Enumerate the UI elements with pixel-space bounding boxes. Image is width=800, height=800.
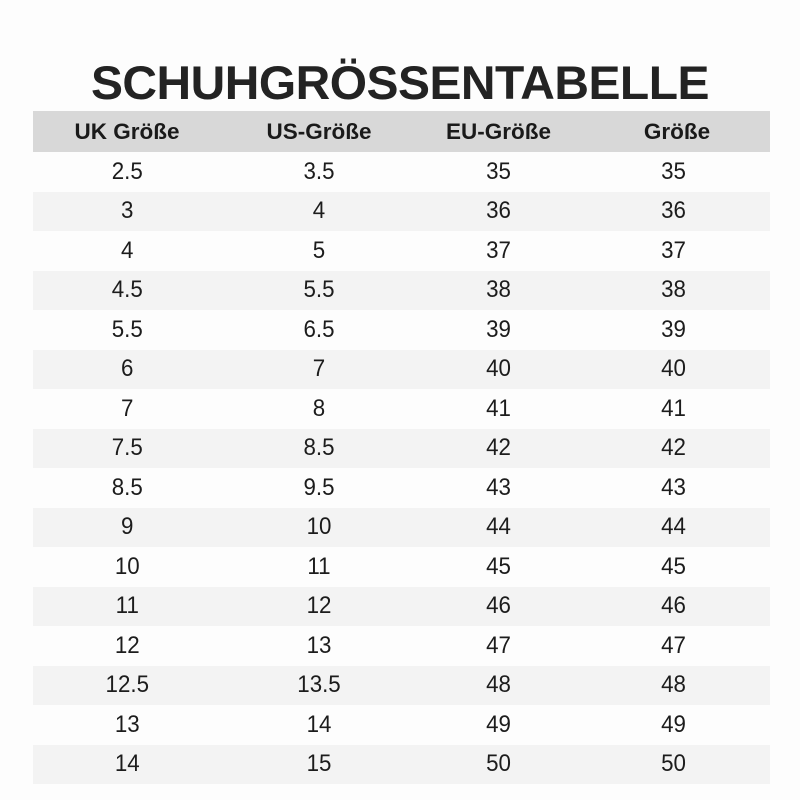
column-header-size: Größe <box>643 118 711 144</box>
cell-us: 11 <box>307 552 331 580</box>
cell-eu: 38 <box>486 276 511 304</box>
cell-eu: 49 <box>486 710 511 738</box>
cell-size: 47 <box>661 631 686 659</box>
table-row: 9 10 44 44 <box>33 507 770 547</box>
cell-us: 9.5 <box>303 473 335 501</box>
cell-eu: 45 <box>486 552 511 580</box>
table-row: 6 7 40 40 <box>33 349 770 389</box>
cell-uk: 11 <box>115 592 139 620</box>
cell-uk: 5.5 <box>111 315 143 343</box>
cell-size: 38 <box>661 276 686 304</box>
cell-us: 5.5 <box>303 276 335 304</box>
cell-us: 14 <box>306 710 332 738</box>
cell-eu: 43 <box>486 473 511 501</box>
cell-uk: 3 <box>121 197 134 225</box>
cell-us: 15 <box>306 750 332 778</box>
cell-us: 7 <box>312 355 326 383</box>
cell-eu: 42 <box>486 434 511 462</box>
cell-eu: 44 <box>486 513 511 541</box>
cell-uk: 4 <box>121 236 134 264</box>
cell-uk: 8.5 <box>111 473 143 501</box>
cell-uk: 7 <box>121 394 134 422</box>
cell-size: 43 <box>661 473 686 501</box>
cell-size: 50 <box>661 750 686 778</box>
table-row: 7 8 41 41 <box>33 389 770 429</box>
cell-uk: 14 <box>114 750 140 778</box>
cell-size: 45 <box>661 552 686 580</box>
cell-eu: 41 <box>486 394 511 422</box>
cell-uk: 12 <box>114 631 140 659</box>
table-row: 4.5 5.5 38 38 <box>33 270 770 310</box>
cell-uk: 6 <box>121 355 134 383</box>
cell-us: 12 <box>306 592 332 620</box>
table-header: UK Größe US-Größe EU-Größe Größe <box>33 111 770 152</box>
cell-uk: 4.5 <box>111 276 143 304</box>
cell-eu: 46 <box>486 592 511 620</box>
table-body: 2.5 3.5 35 35 3 4 36 36 4 5 37 37 4.5 5.5 38 38 5.5 6.5 39… <box>33 152 770 784</box>
cell-eu: 40 <box>486 355 511 383</box>
cell-uk: 9 <box>121 513 134 541</box>
cell-uk: 10 <box>114 552 140 580</box>
cell-us: 3.5 <box>303 157 335 185</box>
column-header-us: US-Größe <box>266 118 372 144</box>
table-row: 12 13 47 47 <box>33 626 770 666</box>
cell-uk: 2.5 <box>111 157 143 185</box>
cell-us: 4 <box>312 197 326 225</box>
cell-size: 37 <box>661 236 686 264</box>
table-row: 13 14 49 49 <box>33 705 770 745</box>
cell-uk: 13 <box>114 710 140 738</box>
cell-eu: 50 <box>486 750 511 778</box>
table-row: 8.5 9.5 43 43 <box>33 468 770 508</box>
cell-size: 48 <box>661 671 686 699</box>
table-row: 12.5 13.5 48 48 <box>33 665 770 705</box>
table-row: 2.5 3.5 35 35 <box>33 152 770 192</box>
page-title-container: SCHUHGRÖSSENTABELLE <box>0 26 800 141</box>
cell-eu: 47 <box>486 631 511 659</box>
table-row: 7.5 8.5 42 42 <box>33 428 770 468</box>
shoe-size-table-container: UK Größe US-Größe EU-Größe Größe 2.5 3.5 3… <box>33 111 770 784</box>
cell-size: 35 <box>661 157 686 185</box>
cell-size: 49 <box>661 710 686 738</box>
shoe-size-table: UK Größe US-Größe EU-Größe Größe 2.5 3.5 3… <box>33 111 770 784</box>
table-row: 14 15 50 50 <box>33 744 770 784</box>
table-header-row: UK Größe US-Größe EU-Größe Größe <box>33 111 770 152</box>
cell-size: 39 <box>661 315 686 343</box>
cell-size: 41 <box>661 394 686 422</box>
cell-size: 40 <box>661 355 686 383</box>
cell-uk: 12.5 <box>105 671 150 699</box>
cell-us: 13.5 <box>297 671 341 699</box>
cell-us: 8 <box>312 394 326 422</box>
cell-uk: 7.5 <box>111 434 143 462</box>
cell-size: 42 <box>661 434 686 462</box>
cell-size: 44 <box>661 513 686 541</box>
page-title: SCHUHGRÖSSENTABELLE <box>90 56 710 110</box>
table-row: 11 12 46 46 <box>33 586 770 626</box>
cell-size: 36 <box>661 197 686 225</box>
cell-eu: 48 <box>486 671 511 699</box>
cell-eu: 37 <box>486 236 511 264</box>
cell-eu: 36 <box>486 197 511 225</box>
table-row: 5.5 6.5 39 39 <box>33 310 770 350</box>
cell-us: 5 <box>312 236 326 264</box>
cell-us: 6.5 <box>303 315 335 343</box>
table-row: 4 5 37 37 <box>33 231 770 271</box>
table-row: 3 4 36 36 <box>33 191 770 231</box>
column-header-eu: EU-Größe <box>445 118 551 144</box>
cell-eu: 35 <box>486 157 511 185</box>
cell-us: 8.5 <box>303 434 335 462</box>
cell-eu: 39 <box>486 315 511 343</box>
cell-us: 13 <box>306 631 332 659</box>
cell-size: 46 <box>661 592 686 620</box>
cell-us: 10 <box>306 513 332 541</box>
table-row: 10 11 45 45 <box>33 547 770 587</box>
column-header-uk: UK Größe <box>74 118 180 144</box>
